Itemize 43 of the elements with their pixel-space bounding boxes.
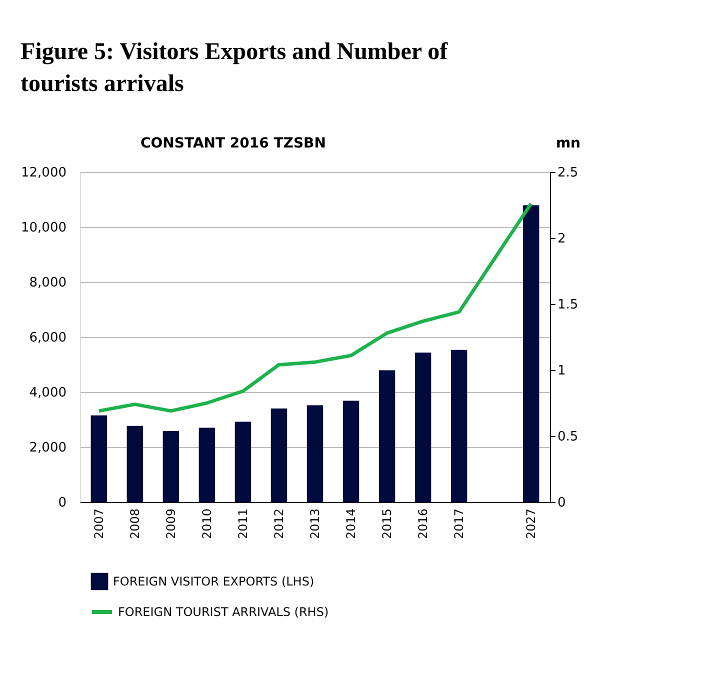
y2-tick-label: 2 (558, 232, 566, 246)
bar (126, 426, 144, 502)
y-tick-label: 12,000 (21, 166, 66, 180)
x-tick-label: 2011 (236, 508, 250, 540)
x-tick-label: 2010 (200, 508, 214, 540)
y2-tick-label: 2.5 (558, 166, 578, 180)
legend-label: FOREIGN VISITOR EXPORTS (LHS) (113, 574, 314, 588)
x-tick-label: 2008 (128, 508, 142, 540)
x-tick-label: 2013 (308, 508, 322, 540)
y-axis-title: CONSTANT 2016 TZSBN (140, 136, 326, 152)
y2-axis-title: mn (556, 136, 580, 152)
bar (450, 350, 468, 502)
bar (198, 428, 216, 502)
bar (342, 400, 360, 502)
y-tick-label: 8,000 (29, 276, 66, 290)
y-tick-label: 4,000 (29, 386, 66, 400)
bar (162, 431, 180, 502)
y2-tick-label: 1.5 (558, 298, 578, 312)
legend-label: FOREIGN TOURIST ARRIVALS (RHS) (118, 605, 329, 619)
y2-tick-label: 0 (558, 496, 566, 510)
x-tick-label: 2009 (164, 508, 178, 540)
bar (306, 405, 324, 502)
y-tick-label: 0 (58, 496, 66, 510)
x-tick-label: 2027 (524, 508, 538, 540)
x-tick-label: 2007 (92, 508, 106, 540)
y2-tick-label: 1 (558, 364, 566, 378)
bar (378, 370, 396, 502)
x-tick-label: 2014 (344, 508, 358, 540)
line-series (97, 202, 533, 413)
bar (522, 205, 540, 502)
x-tick-label: 2017 (452, 508, 466, 540)
y-tick-label: 2,000 (29, 440, 66, 456)
y-tick-label: 6,000 (29, 330, 66, 346)
bar (270, 408, 288, 502)
bar (234, 422, 252, 502)
x-tick-label: 2012 (272, 508, 286, 540)
bar (90, 415, 108, 502)
x-tick-label: 2016 (416, 508, 430, 540)
y2-tick-label: 0.5 (558, 430, 578, 444)
y-tick-label: 10,000 (21, 220, 66, 236)
chart-title: Figure 5: Visitors Exports and Number of tourists arrivals (20, 39, 449, 97)
x-tick-label: 2015 (380, 508, 394, 540)
bar (414, 352, 432, 502)
